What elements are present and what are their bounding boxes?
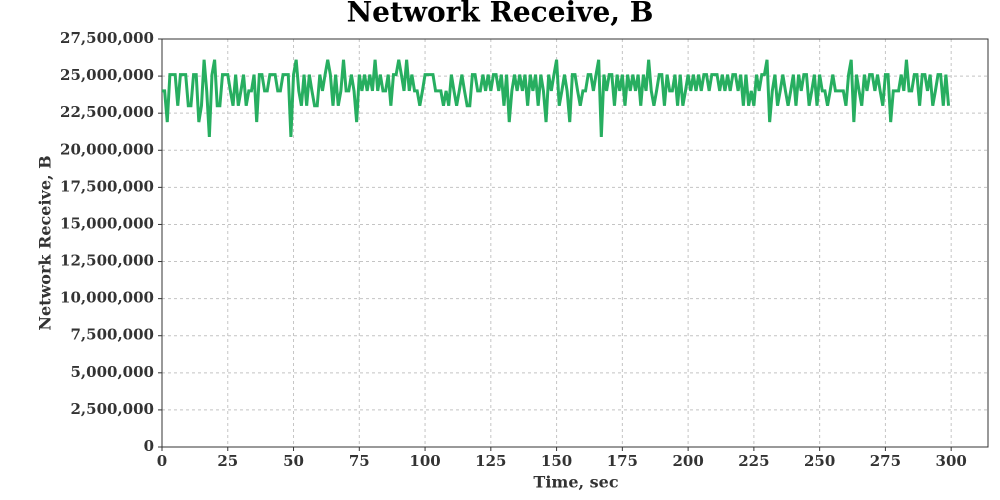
plot-area <box>162 39 988 447</box>
chart-title: Network Receive, B <box>347 0 654 29</box>
data-line <box>162 59 951 138</box>
y-tick-label: 27,500,000 <box>60 29 154 47</box>
x-tick-label: 300 <box>936 452 967 470</box>
y-tick-label: 0 <box>144 437 154 455</box>
x-tick-label: 250 <box>804 452 835 470</box>
y-tick-label: 17,500,000 <box>60 177 154 195</box>
x-tick-label: 275 <box>870 452 901 470</box>
y-tick-label: 7,500,000 <box>70 326 154 344</box>
x-axis-label: Time, sec <box>533 473 618 492</box>
x-tick-label: 125 <box>475 452 506 470</box>
x-tick-label: 0 <box>157 452 167 470</box>
x-tick-label: 200 <box>672 452 703 470</box>
x-tick-label: 150 <box>541 452 572 470</box>
x-tick-label: 75 <box>349 452 370 470</box>
x-tick-label: 175 <box>607 452 638 470</box>
y-tick-label: 25,000,000 <box>60 66 154 84</box>
y-tick-label: 15,000,000 <box>60 214 154 232</box>
x-tick-label: 25 <box>217 452 238 470</box>
x-tick-label: 100 <box>409 452 440 470</box>
y-tick-label: 20,000,000 <box>60 140 154 158</box>
y-tick-label: 22,500,000 <box>60 103 154 121</box>
plot-border <box>161 38 989 448</box>
x-tick-label: 50 <box>283 452 304 470</box>
y-axis-label: Network Receive, B <box>36 155 55 330</box>
x-tick-label: 225 <box>738 452 769 470</box>
y-tick-label: 12,500,000 <box>60 252 154 270</box>
y-tick-label: 5,000,000 <box>70 363 154 381</box>
y-tick-label: 10,000,000 <box>60 289 154 307</box>
y-tick-label: 2,500,000 <box>70 400 154 418</box>
